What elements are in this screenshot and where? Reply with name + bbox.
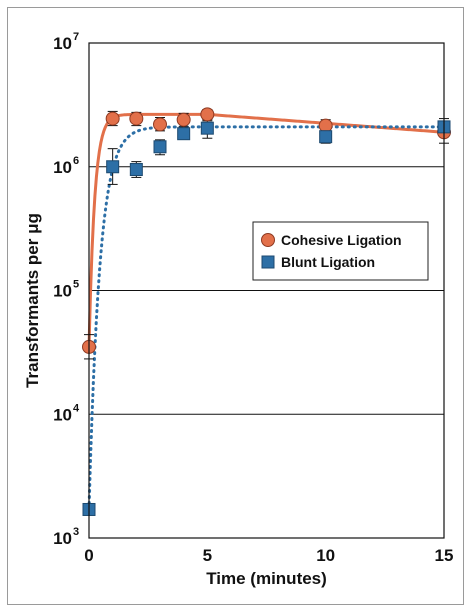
- legend-label-cohesive: Cohesive Ligation: [281, 232, 402, 248]
- blunt-point: [200, 121, 214, 135]
- cohesive-point: [200, 107, 215, 122]
- legend: Cohesive Ligation Blunt Ligation: [252, 221, 429, 281]
- y-tick-label: 10: [53, 405, 72, 424]
- plot-area: [88, 42, 445, 539]
- x-tick-labels: 0 5 10 15: [84, 546, 453, 565]
- cohesive-point: [153, 117, 167, 132]
- x-tick-label: 5: [203, 546, 212, 565]
- chart-frame: 10 3 10 4 10 5 10 6 10 7 0 5 10 15 Time (minutes) Tr…: [7, 7, 464, 605]
- y-axis-label: Transformants per μg: [23, 213, 42, 388]
- y-tick-label: 10: [53, 34, 72, 53]
- blunt-point: [153, 140, 167, 154]
- blunt-point: [177, 127, 191, 141]
- cohesive-point: [129, 111, 144, 126]
- cohesive-point: [105, 111, 120, 126]
- data-points: [82, 107, 451, 516]
- y-tick-label: 10: [53, 158, 72, 177]
- legend-box: [252, 221, 429, 281]
- legend-marker-blunt: [261, 255, 275, 269]
- y-tick-label: 10: [53, 282, 72, 301]
- y-tick-exponent: 6: [73, 155, 79, 167]
- y-tick-exponent: 3: [73, 526, 79, 538]
- y-tick-exponent: 7: [73, 31, 79, 43]
- blunt-point: [129, 163, 143, 177]
- x-tick-label: 10: [316, 546, 335, 565]
- y-tick-exponent: 5: [73, 279, 79, 291]
- x-tick-label: 15: [435, 546, 454, 565]
- x-axis-label: Time (minutes): [206, 569, 327, 588]
- blunt-point: [106, 160, 120, 174]
- x-tick-label: 0: [84, 546, 93, 565]
- gridlines: [89, 166, 444, 415]
- cohesive-point: [176, 112, 191, 127]
- legend-label-blunt: Blunt Ligation: [281, 254, 375, 270]
- y-tick-exponent: 4: [73, 402, 80, 414]
- cohesive-point: [318, 118, 333, 133]
- blunt-point: [319, 130, 333, 144]
- legend-marker-cohesive: [261, 233, 275, 247]
- y-tick-label: 10: [53, 529, 72, 548]
- blunt-fit-curve: [87, 125, 446, 511]
- fit-curves: [87, 112, 446, 511]
